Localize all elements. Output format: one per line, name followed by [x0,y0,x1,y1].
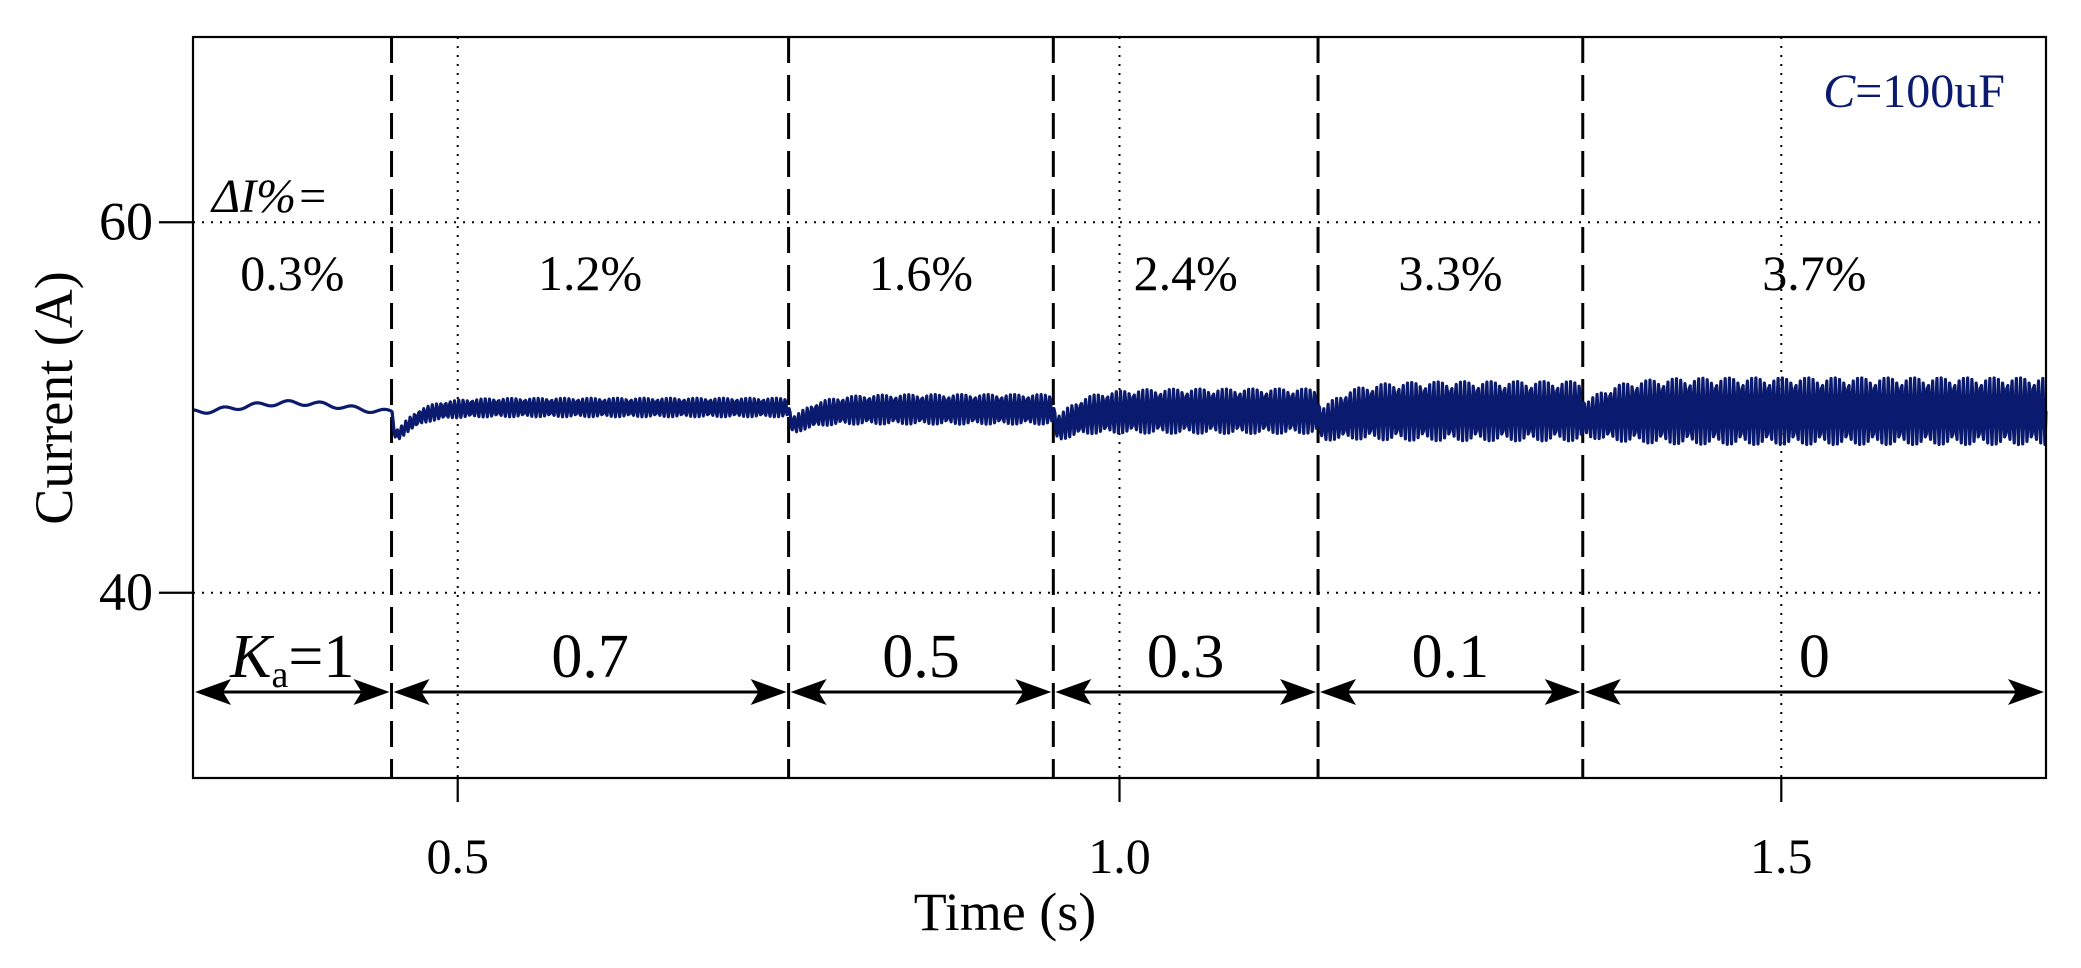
ka-label-2: 0.7 [551,623,629,691]
delta-i-value-1: 0.3% [240,245,344,301]
segment-labels: 0.3% Ka=1 1.2% 0.7 1.6% 0.5 2.4% 0.3 3.3% 0.1 3.7%… [229,245,1866,696]
delta-i-label: ΔI%= [210,170,329,223]
segment-arrow-3 [790,679,1052,705]
x-tick-label-0.5: 0.5 [426,828,489,884]
segment-arrow-4 [1055,679,1317,705]
y-axis-label: Current (A) [24,271,84,524]
ka-label-5: 0.1 [1412,623,1490,691]
y-tick-label-60: 60 [99,191,153,251]
segment-arrow-1 [195,679,390,705]
segment-arrows [195,679,2044,705]
ka-label-1: Ka=1 [229,623,354,696]
ka-label-4: 0.3 [1147,623,1225,691]
delta-i-value-3: 1.6% [869,245,973,301]
x-tick-label-1.0: 1.0 [1088,828,1151,884]
ka-label-6: 0 [1799,623,1830,691]
delta-i-value-6: 3.7% [1762,245,1866,301]
ka-label-3: 0.5 [882,623,960,691]
segment-arrow-5 [1320,679,1581,705]
axis-ticks: 0.5 1.0 1.5 40 60 [99,191,1813,884]
x-tick-label-1.5: 1.5 [1750,828,1813,884]
y-tick-label-40: 40 [99,562,153,622]
delta-i-value-2: 1.2% [538,245,642,301]
delta-i-value-5: 3.3% [1398,245,1502,301]
x-axis-label: Time (s) [914,882,1097,942]
segment-arrow-6 [1584,679,2044,705]
current-trace [192,376,2048,447]
segment-boundaries [390,37,1585,778]
segment-arrow-2 [393,679,787,705]
capacitance-annotation: C=100uF [1823,65,2005,118]
delta-i-value-4: 2.4% [1134,245,1238,301]
